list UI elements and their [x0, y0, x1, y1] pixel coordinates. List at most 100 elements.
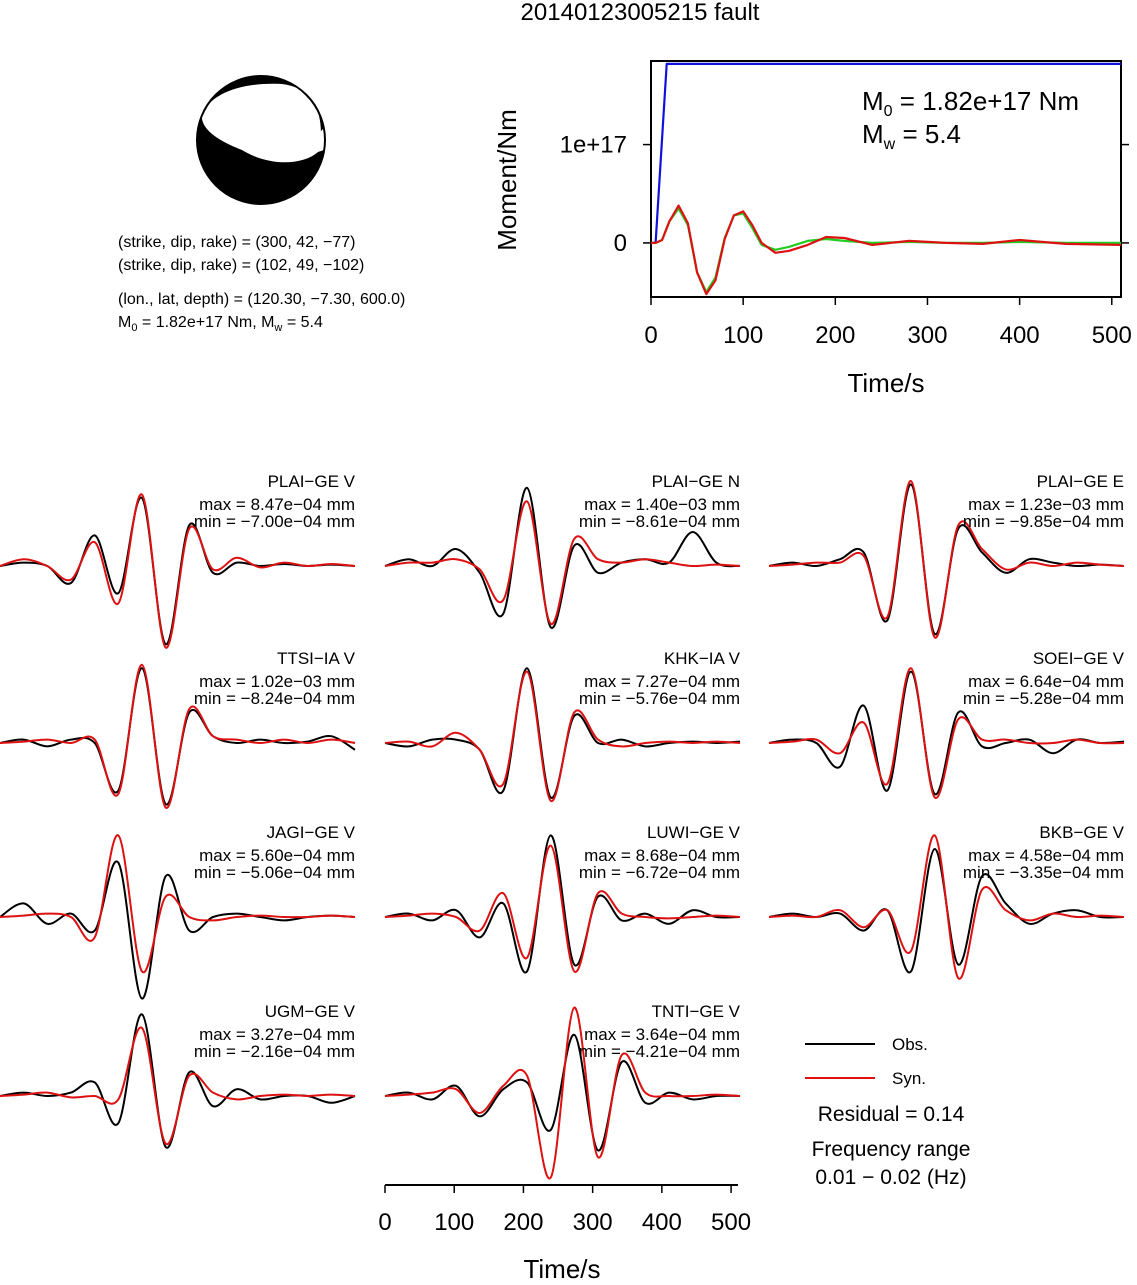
station-name: TNTI−GE V — [652, 1002, 741, 1021]
figure-title: 20140123005215 fault — [521, 0, 760, 26]
waveform-xtick-label: 500 — [711, 1209, 751, 1236]
synthetic-waveform — [768, 479, 1125, 639]
station-max: max = 1.02e−03 mm — [199, 672, 355, 691]
station-min: min = −8.24e−04 mm — [194, 689, 355, 708]
station-name: PLAI−GE N — [652, 472, 740, 491]
station-max: max = 4.58e−04 mm — [968, 846, 1124, 865]
residual-text: Residual = 0.14 — [818, 1103, 965, 1126]
moment-annotation-m0: M0 = 1.82e+17 Nm — [862, 86, 1079, 120]
station-name: LUWI−GE V — [647, 823, 741, 842]
waveform-xtick-label: 400 — [642, 1209, 682, 1236]
synthetic-waveform — [384, 844, 741, 973]
station-max: max = 1.23e−03 mm — [968, 495, 1124, 514]
frequency-range-label: Frequency range — [812, 1138, 971, 1161]
moment-xtick-label: 400 — [1000, 322, 1040, 349]
synthetic-waveform — [384, 670, 741, 802]
beachball — [196, 75, 326, 205]
moment-xtick-label: 100 — [723, 322, 763, 349]
moment-annotation-mw: Mw = 5.4 — [862, 119, 961, 153]
station-min: min = −5.28e−04 mm — [963, 689, 1124, 708]
mechanism-info: (strike, dip, rake) = (300, 42, −77) (st… — [118, 234, 405, 334]
station-min: min = −5.06e−04 mm — [194, 863, 355, 882]
station-min: min = −7.00e−04 mm — [194, 512, 355, 531]
station-max: max = 6.64e−04 mm — [968, 672, 1124, 691]
synthetic-waveform — [768, 667, 1125, 799]
station-name: JAGI−GE V — [267, 823, 356, 842]
moment-ytick-label: 0 — [614, 230, 627, 257]
legend: Obs. Syn. Residual = 0.14 Frequency rang… — [805, 1035, 970, 1189]
mechanism-line-1: (strike, dip, rake) = (300, 42, −77) — [118, 234, 355, 251]
station-max: max = 8.47e−04 mm — [199, 495, 355, 514]
station-name: PLAI−GE V — [268, 472, 356, 491]
moment-plot: 0 100 200 300 400 500 0 1e+17 Moment/Nm Time/s… — [492, 60, 1132, 398]
synthetic-waveform — [0, 1026, 356, 1145]
observed-waveform — [768, 670, 1125, 796]
frequency-range-value: 0.01 − 0.02 (Hz) — [815, 1166, 966, 1189]
station-min: min = −2.16e−04 mm — [194, 1042, 355, 1061]
station-min: min = −6.72e−04 mm — [579, 863, 740, 882]
moment-xtick-label: 300 — [907, 322, 947, 349]
moment-xlabel: Time/s — [847, 368, 924, 398]
moment-xtick-label: 500 — [1092, 322, 1132, 349]
station-max: max = 5.60e−04 mm — [199, 846, 355, 865]
legend-syn-label: Syn. — [892, 1069, 926, 1088]
legend-obs-label: Obs. — [892, 1035, 928, 1054]
waveform-xtick-label: 300 — [573, 1209, 613, 1236]
waveform-xtick-label: 0 — [378, 1209, 391, 1236]
station-name: UGM−GE V — [265, 1002, 356, 1021]
moment-xtick-label: 200 — [815, 322, 855, 349]
moment-xtick-label: 0 — [644, 322, 657, 349]
moment-plot-frame — [650, 60, 1122, 298]
station-name: TTSI−IA V — [277, 649, 356, 668]
station-max: max = 7.27e−04 mm — [584, 672, 740, 691]
moment-ylabel: Moment/Nm — [492, 109, 522, 251]
observed-waveform — [384, 486, 741, 629]
station-max: max = 8.68e−04 mm — [584, 846, 740, 865]
station-name: BKB−GE V — [1039, 823, 1124, 842]
station-max: max = 3.64e−04 mm — [584, 1025, 740, 1044]
synthetic-waveform — [384, 500, 741, 625]
station-max: max = 1.40e−03 mm — [584, 495, 740, 514]
observed-waveform — [768, 483, 1125, 636]
beachball-white-lobe — [201, 83, 321, 163]
synthetic-waveform — [0, 493, 356, 649]
station-min: min = −5.76e−04 mm — [579, 689, 740, 708]
synthetic-waveform — [768, 834, 1125, 980]
synthetic-waveform — [384, 1006, 741, 1180]
station-min: min = −9.85e−04 mm — [963, 512, 1124, 531]
station-min: min = −3.35e−04 mm — [963, 863, 1124, 882]
waveform-time-axis: 0 100 200 300 400 500 Time/s — [378, 1184, 751, 1284]
waveform-xtick-label: 100 — [434, 1209, 474, 1236]
synthetic-waveform — [0, 663, 356, 809]
observed-waveform — [384, 1033, 741, 1152]
station-name: SOEI−GE V — [1033, 649, 1125, 668]
synthetic-waveform — [0, 834, 356, 974]
mechanism-line-2: (strike, dip, rake) = (102, 49, −102) — [118, 257, 364, 274]
station-min: min = −4.21e−04 mm — [579, 1042, 740, 1061]
observed-waveform — [384, 834, 741, 974]
station-min: min = −8.61e−04 mm — [579, 512, 740, 531]
mechanism-moment: M0 = 1.82e+17 Nm, Mw = 5.4 — [118, 314, 323, 334]
moment-series-2 — [651, 204, 1122, 296]
station-name: KHK−IA V — [664, 649, 741, 668]
waveform-xtick-label: 200 — [503, 1209, 543, 1236]
mechanism-line-3: (lon., lat, depth) = (120.30, −7.30, 600… — [118, 291, 405, 308]
station-name: PLAI−GE E — [1037, 472, 1124, 491]
station-max: max = 3.27e−04 mm — [199, 1025, 355, 1044]
moment-ytick-label: 1e+17 — [560, 132, 627, 159]
waveform-xlabel: Time/s — [523, 1254, 600, 1280]
observed-waveform — [0, 667, 356, 806]
